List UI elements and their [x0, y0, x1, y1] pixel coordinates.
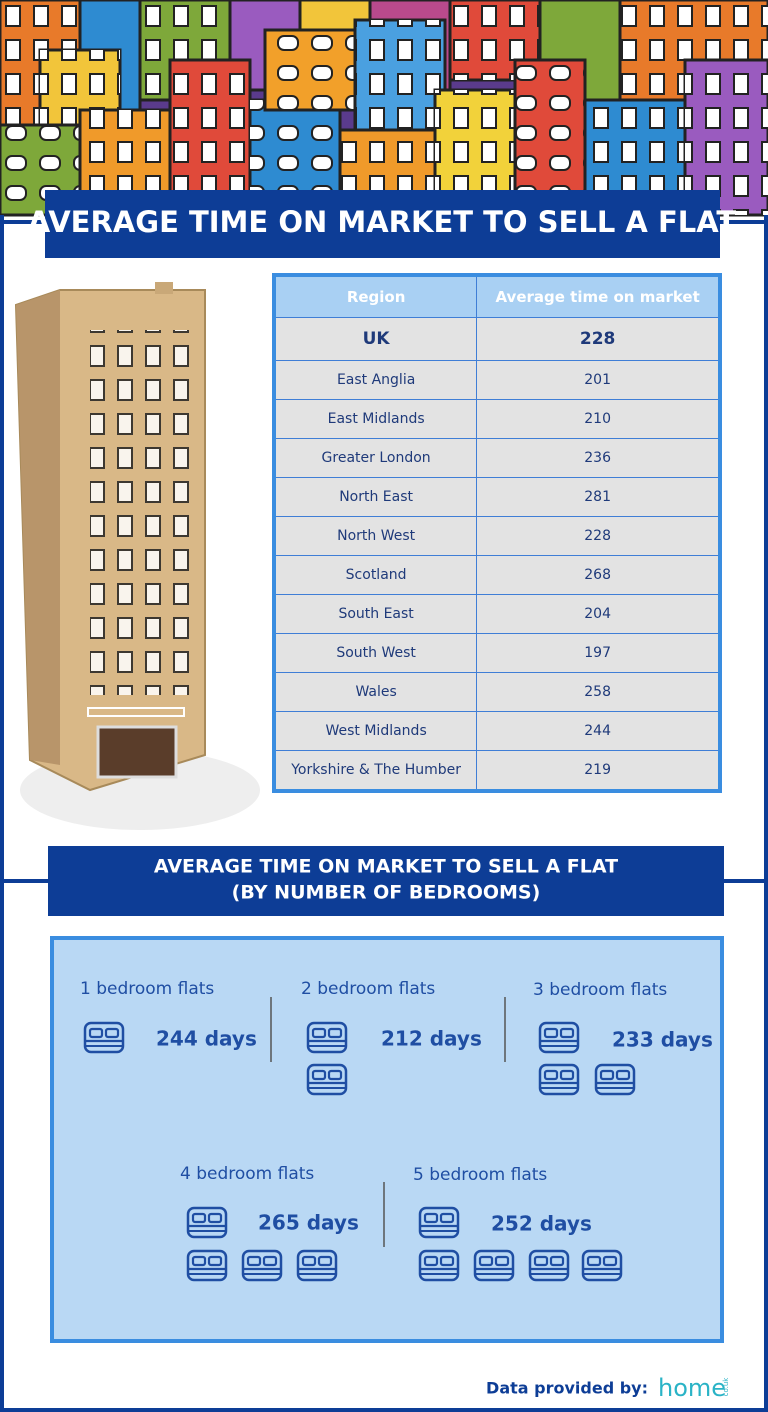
time-cell: 219: [476, 750, 721, 792]
time-cell: 204: [476, 594, 721, 634]
table-row: South East 204: [273, 594, 721, 634]
table-row: UK 228: [273, 317, 721, 361]
time-cell: 258: [476, 672, 721, 712]
title-banner: [45, 190, 720, 258]
logo: home: [658, 1374, 726, 1402]
header-row: Region Average time on market: [273, 274, 721, 318]
bedroom-label: 2 bedroom flats: [301, 979, 435, 999]
bedroom-value: 252 days: [491, 1212, 592, 1236]
footer-text: Data provided by:: [486, 1379, 648, 1398]
section-title: AVERAGE TIME ON MARKET TO SELL A FLAT: [154, 856, 618, 878]
region-cell: East Anglia: [273, 360, 478, 400]
section-banner: [48, 846, 724, 916]
bedroom-value: 233 days: [612, 1028, 713, 1052]
bedroom-label: 1 bedroom flats: [80, 979, 214, 999]
region-cell: Wales: [273, 672, 478, 712]
column-header: Average time on market: [476, 274, 721, 318]
table-row: North West 228: [273, 516, 721, 556]
bedroom-label: 3 bedroom flats: [533, 980, 667, 1000]
bedroom-value: 244 days: [156, 1027, 257, 1051]
region-cell: UK: [273, 317, 478, 361]
time-cell: 210: [476, 399, 721, 439]
city-illustration: [0, 0, 768, 217]
region-cell: West Midlands: [273, 711, 478, 751]
region-cell: Greater London: [273, 438, 478, 478]
region-table: Region Average time on market UK 228 East An…: [272, 273, 722, 793]
table-row: Scotland 268: [273, 555, 721, 595]
table-row: Greater London 236: [273, 438, 721, 478]
logo-suffix: co.uk: [722, 1377, 730, 1397]
region-cell: Scotland: [273, 555, 478, 595]
bedroom-label: 4 bedroom flats: [180, 1164, 314, 1184]
table-row: Wales 258: [273, 672, 721, 712]
region-cell: South East: [273, 594, 478, 634]
tower-illustration: [14, 282, 260, 830]
time-cell: 228: [476, 317, 721, 361]
time-cell: 228: [476, 516, 721, 556]
bedroom-value: 265 days: [258, 1211, 359, 1235]
region-cell: Yorkshire & The Humber: [273, 750, 478, 792]
table-row: East Anglia 201: [273, 360, 721, 400]
column-header: Region: [273, 274, 478, 318]
table-row: South West 197: [273, 633, 721, 673]
table-row: North East 281: [273, 477, 721, 517]
time-cell: 236: [476, 438, 721, 478]
time-cell: 244: [476, 711, 721, 751]
region-cell: North East: [273, 477, 478, 517]
table-row: West Midlands 244: [273, 711, 721, 751]
region-cell: East Midlands: [273, 399, 478, 439]
time-cell: 197: [476, 633, 721, 673]
time-cell: 268: [476, 555, 721, 595]
bedroom-label: 5 bedroom flats: [413, 1165, 547, 1185]
bedroom-value: 212 days: [381, 1027, 482, 1051]
time-cell: 281: [476, 477, 721, 517]
title: AVERAGE TIME ON MARKET TO SELL A FLAT: [28, 205, 737, 239]
region-cell: South West: [273, 633, 478, 673]
section-title: (BY NUMBER OF BEDROOMS): [232, 882, 541, 904]
table-row: Yorkshire & The Humber 219: [273, 750, 721, 792]
dividers: [270, 997, 506, 1247]
time-cell: 201: [476, 360, 721, 400]
region-cell: North West: [273, 516, 478, 556]
table-row: East Midlands 210: [273, 399, 721, 439]
